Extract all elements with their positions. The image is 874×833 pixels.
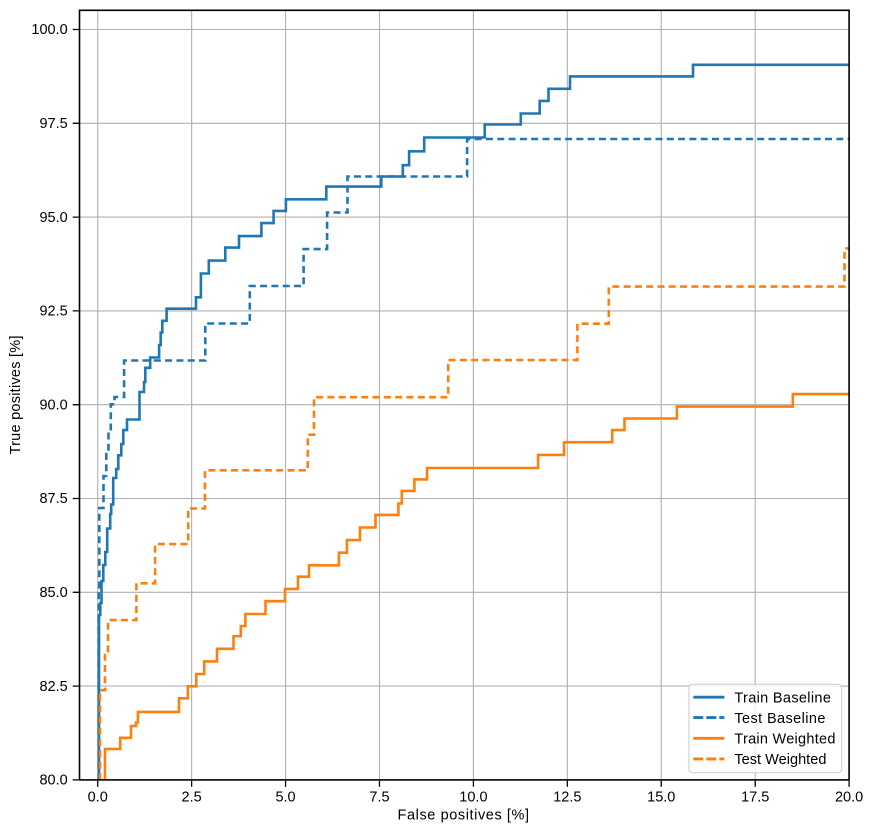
svg-text:15.0: 15.0	[647, 790, 675, 806]
svg-text:7.5: 7.5	[369, 790, 389, 806]
svg-text:82.5: 82.5	[39, 679, 67, 695]
svg-text:20.0: 20.0	[835, 790, 863, 806]
svg-text:5.0: 5.0	[275, 790, 295, 806]
svg-text:12.5: 12.5	[553, 790, 581, 806]
svg-text:0.0: 0.0	[88, 790, 108, 806]
svg-text:90.0: 90.0	[39, 397, 67, 413]
svg-text:87.5: 87.5	[39, 491, 67, 507]
svg-text:False positives [%]: False positives [%]	[398, 808, 530, 824]
svg-text:Test Baseline: Test Baseline	[734, 711, 825, 727]
svg-text:True positives [%]: True positives [%]	[8, 336, 24, 455]
svg-text:10.0: 10.0	[459, 790, 487, 806]
svg-text:17.5: 17.5	[741, 790, 769, 806]
svg-text:Train Weighted: Train Weighted	[734, 732, 835, 748]
svg-text:100.0: 100.0	[31, 22, 67, 38]
svg-text:Test Weighted: Test Weighted	[734, 752, 826, 768]
svg-text:80.0: 80.0	[39, 773, 67, 789]
svg-text:Train Baseline: Train Baseline	[734, 691, 831, 707]
svg-text:97.5: 97.5	[39, 116, 67, 132]
svg-text:95.0: 95.0	[39, 210, 67, 226]
svg-text:85.0: 85.0	[39, 585, 67, 601]
svg-text:2.5: 2.5	[182, 790, 202, 806]
svg-text:92.5: 92.5	[39, 304, 67, 320]
